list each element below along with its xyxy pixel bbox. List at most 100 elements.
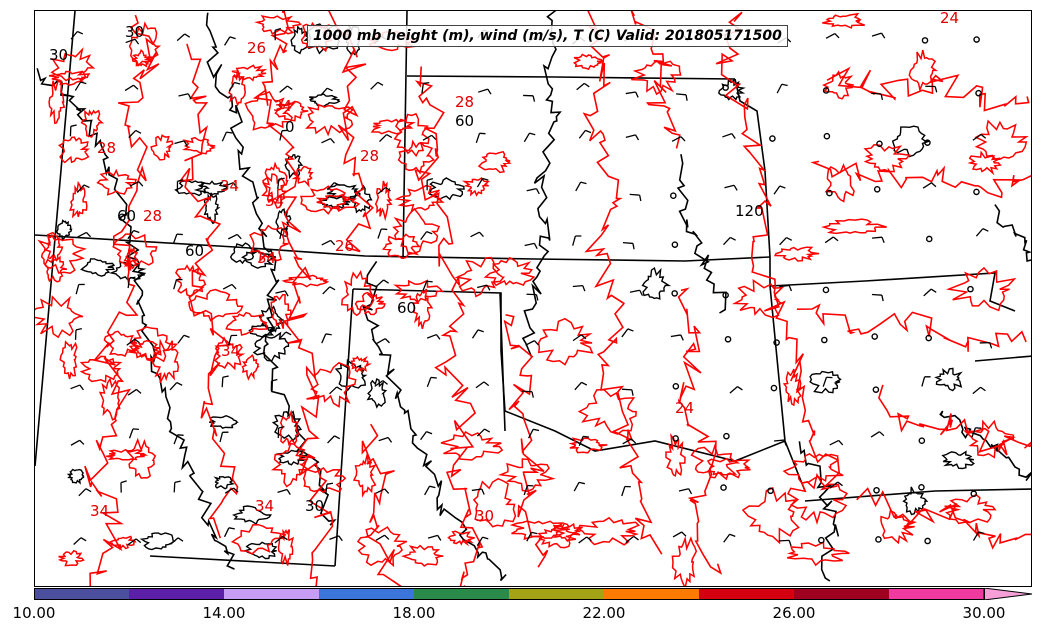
wind-barb-icon — [228, 334, 238, 346]
calm-circle-icon — [970, 490, 978, 498]
wind-barb-icon — [871, 32, 886, 39]
temp-contour-label: 34 — [90, 502, 109, 520]
wind-barb-icon — [625, 91, 639, 98]
temperature-contour — [665, 433, 686, 477]
state-boundary — [804, 488, 1031, 502]
wind-barb-icon — [325, 482, 334, 495]
temperature-contour — [414, 66, 484, 586]
wind-barb-icon — [523, 484, 534, 496]
temperature-contour — [127, 326, 179, 363]
wind-barb-icon — [173, 480, 181, 493]
wind-barb-icon — [621, 388, 634, 396]
wind-barb-icon — [377, 228, 388, 239]
map-panel: 28 26 28 28 28 34 34 34 34 30 34 24 26 3… — [34, 10, 1032, 587]
wind-barb-icon — [124, 84, 139, 92]
wind-barb-icon — [379, 133, 393, 143]
calm-circle-icon — [875, 536, 882, 543]
temperature-contour — [826, 66, 1030, 112]
wind-barb-icon — [622, 438, 637, 445]
calm-circle-icon — [769, 135, 776, 142]
height-contour — [275, 449, 308, 466]
wind-barb-icon — [277, 425, 285, 439]
wind-barb-icon — [320, 87, 333, 97]
temp-contour-label: 34 — [255, 497, 274, 515]
calm-circle-icon — [975, 89, 982, 97]
temperature-contour — [225, 311, 269, 336]
temperature-contour — [328, 11, 374, 253]
temperature-contour — [310, 361, 357, 408]
temperature-contour — [447, 530, 475, 547]
temp-contour-label: 34 — [221, 342, 240, 360]
height-contour — [349, 184, 373, 214]
calm-circle-icon — [724, 335, 732, 343]
height-contour — [241, 250, 277, 269]
height-contour-label: 60 — [455, 112, 474, 130]
calm-circle-icon — [871, 333, 879, 340]
wind-barb-icon — [572, 235, 582, 246]
temperature-contour — [80, 109, 105, 138]
temperature-contour — [261, 161, 289, 203]
temperature-contour — [880, 509, 918, 545]
wind-barb-icon — [470, 231, 484, 238]
height-contour — [326, 183, 361, 200]
colorbar-segment — [414, 588, 509, 600]
wind-barb-icon — [921, 376, 931, 387]
temperature-contour — [461, 176, 491, 197]
temperature-contour — [397, 139, 436, 175]
wind-barb-icon — [126, 338, 140, 346]
temperature-contour — [299, 185, 350, 215]
wind-barb-icon — [221, 131, 233, 142]
temperature-contour — [57, 549, 85, 567]
temperature-contour — [302, 467, 347, 494]
wind-barb-icon — [678, 488, 693, 495]
colorbar-tick-label: 10.00 — [12, 604, 56, 622]
calm-circle-icon — [818, 536, 825, 544]
state-boundary — [334, 288, 354, 567]
temperature-contour — [254, 15, 302, 35]
wind-barb-icon — [279, 228, 288, 240]
temperature-contour — [252, 11, 334, 586]
temperature-contour — [810, 160, 1031, 199]
temperature-contour — [412, 288, 434, 329]
temperature-contour — [277, 528, 294, 566]
wind-barb-icon — [779, 236, 793, 246]
height-contour — [139, 532, 177, 551]
wind-barb-icon — [169, 537, 184, 545]
wind-barb-icon — [923, 288, 937, 297]
wind-barb-icon — [127, 538, 142, 546]
temperature-contour — [354, 291, 386, 316]
wind-barb-icon — [776, 83, 788, 94]
wind-barb-icon — [78, 488, 92, 497]
temp-contour-label: 34 — [220, 177, 239, 195]
wind-barb-icon — [575, 181, 587, 192]
calm-circle-icon — [671, 241, 679, 248]
wind-barb-icon — [825, 33, 840, 39]
temperature-contour — [773, 246, 820, 262]
wind-barb-icon — [723, 236, 736, 246]
height-contour — [271, 410, 303, 442]
calm-circle-icon — [822, 87, 830, 94]
temperature-contour — [270, 442, 312, 488]
wind-barb-icon — [829, 439, 844, 446]
wind-barb-icon — [370, 81, 384, 90]
height-contour — [229, 242, 259, 265]
height-contour — [641, 266, 672, 300]
wind-barb-icon — [824, 236, 839, 244]
wind-barb-icon — [476, 536, 489, 547]
wind-barb-icon — [222, 283, 237, 290]
wind-barb-icon — [172, 233, 183, 244]
temperature-contour — [821, 218, 887, 235]
temperature-contour — [98, 377, 121, 421]
height-contour — [80, 258, 116, 277]
temperature-contour — [112, 233, 158, 267]
calm-circle-icon — [873, 186, 881, 193]
temperature-contour — [291, 165, 314, 188]
map-title: 1000 mb height (m), wind (m/s), T (C) Va… — [307, 25, 788, 47]
calm-circle-icon — [973, 36, 980, 43]
wind-barb-icon — [129, 181, 144, 187]
wind-barb-icon — [476, 428, 491, 437]
height-contour-label: 60 — [117, 207, 136, 225]
temperature-contour — [315, 193, 361, 213]
temperature-contour — [945, 266, 1017, 312]
wind-barb-icon — [277, 177, 285, 190]
